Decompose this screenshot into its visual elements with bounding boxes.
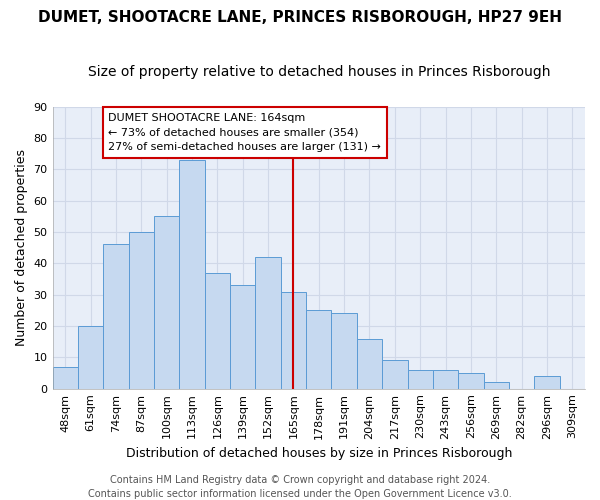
Text: DUMET SHOOTACRE LANE: 164sqm
← 73% of detached houses are smaller (354)
27% of s: DUMET SHOOTACRE LANE: 164sqm ← 73% of de… [109,113,381,152]
Bar [458,373,484,388]
Bar [306,310,331,388]
Bar [407,370,433,388]
Text: Contains HM Land Registry data © Crown copyright and database right 2024.
Contai: Contains HM Land Registry data © Crown c… [88,475,512,499]
Bar [382,360,407,388]
X-axis label: Distribution of detached houses by size in Princes Risborough: Distribution of detached houses by size … [125,447,512,460]
Title: Size of property relative to detached houses in Princes Risborough: Size of property relative to detached ho… [88,65,550,79]
Bar [484,382,509,388]
Bar [205,272,230,388]
Bar [78,326,103,388]
Bar [331,314,357,388]
Bar [433,370,458,388]
Bar [281,292,306,388]
Bar [103,244,128,388]
Bar [53,366,78,388]
Bar [534,376,560,388]
Y-axis label: Number of detached properties: Number of detached properties [15,149,28,346]
Bar [179,160,205,388]
Bar [154,216,179,388]
Bar [256,257,281,388]
Bar [230,285,256,389]
Bar [128,232,154,388]
Text: DUMET, SHOOTACRE LANE, PRINCES RISBOROUGH, HP27 9EH: DUMET, SHOOTACRE LANE, PRINCES RISBOROUG… [38,10,562,25]
Bar [357,338,382,388]
